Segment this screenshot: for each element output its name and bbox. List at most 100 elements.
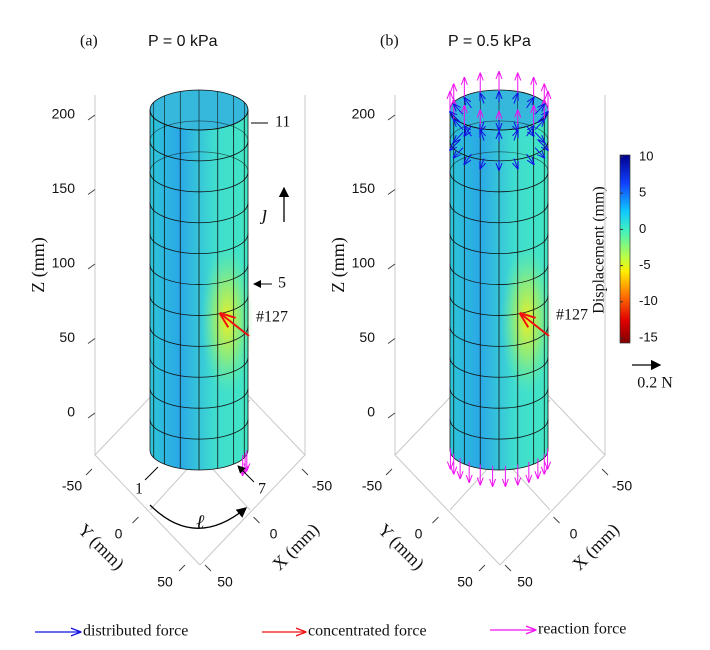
z-axis-label: Z (mm) [28,237,49,293]
x-tick [504,564,512,572]
annotation: ȷ [259,203,268,225]
distributed-force [480,158,484,168]
distributed-force [480,121,484,132]
distributed-force [514,158,518,168]
scale-label: 0.2 N [637,375,673,392]
z-tick [387,114,396,121]
z-tick-label: 150 [352,180,376,196]
y-tick-label: -50 [362,478,382,494]
box-line [199,454,306,566]
distributed-force [454,147,464,158]
y-tick [432,516,439,524]
distributed-force [454,132,464,142]
x-tick-label: 50 [217,574,233,590]
x-tick [204,564,212,572]
leader-line [144,466,159,481]
distributed-force [514,94,518,104]
y-tick-label: 50 [457,574,473,590]
x-tick-label: 0 [570,526,578,542]
colorbar-tick-label: 10 [639,148,653,163]
distributed-force [454,104,464,115]
z-tick [387,412,396,419]
z-tick-label: 50 [359,329,375,345]
x-tick [601,468,609,476]
z-tick [87,189,96,195]
z-tick-label: 50 [59,329,75,345]
z-tick [87,338,96,344]
x-tick-label: 0 [270,526,278,542]
colorbar-tick-label: 0 [639,221,646,236]
z-tick-label: 100 [52,255,76,271]
distributed-force [526,98,534,109]
legend-label: reaction force [538,621,626,638]
x-tick [301,468,309,476]
distributed-force [534,147,544,158]
box-line [94,454,201,566]
annotation: 1 [135,481,143,498]
distributed-force [534,120,544,130]
annotation: ℓ [196,512,205,534]
panel-label: (b) [380,33,399,50]
distributed-force [534,104,544,115]
colorbar-tick-label: -10 [639,293,658,308]
z-tick-label: 100 [352,255,376,271]
concentrated-force [221,314,250,337]
box-line [394,454,501,566]
z-tick [87,263,96,270]
distributed-force [464,125,472,136]
colorbar-tick-label: 5 [639,185,646,200]
deformation-spot [201,245,253,395]
z-tick-label: 0 [67,404,75,420]
arc-arrow [149,504,248,529]
y-tick [178,564,186,572]
legend-label: concentrated force [308,623,427,640]
x-tick [253,516,260,524]
colorbar-tick-label: -15 [639,329,658,344]
annotation: 7 [258,481,266,498]
colorbar-label: Displacement (mm) [591,186,608,314]
colorbar [619,154,631,344]
annotation: #127 [256,309,288,326]
annotation: #127 [556,307,588,324]
z-tick [387,263,396,270]
z-tick-label: 200 [52,106,76,122]
panel-label: (a) [80,33,98,50]
distributed-force [464,153,472,164]
legend-label: distributed force [83,623,188,640]
colorbar-tick-label: -5 [639,257,651,272]
z-tick-label: 200 [352,106,376,122]
annotation: 11 [275,114,290,131]
deformation-spot [501,245,553,395]
x-tick-label: 50 [517,574,533,590]
z-tick [387,338,396,344]
y-tick-label: -50 [62,478,82,494]
annotation: 5 [278,275,286,292]
leader-arrow [237,465,255,483]
distributed-force [454,120,464,130]
distributed-force [534,132,544,142]
x-tick-label: -50 [612,478,632,494]
y-tick [478,564,486,572]
x-tick-label: -50 [312,478,332,494]
distributed-force [480,94,484,104]
y-tick-label: 0 [415,526,423,542]
panel-title: P = 0.5 kPa [448,33,531,50]
box-line [499,454,606,566]
distributed-force [464,98,472,109]
y-tick [132,516,139,524]
panel-title: P = 0 kPa [148,33,218,50]
x-tick [553,516,560,524]
z-tick-label: 0 [367,404,375,420]
distributed-force [526,125,534,136]
distributed-force [526,153,534,164]
y-tick-label: 0 [115,526,123,542]
z-tick [387,189,396,195]
distributed-force [514,121,518,132]
distributed-force [450,112,461,123]
y-tick [85,468,93,476]
z-tick [87,114,96,121]
